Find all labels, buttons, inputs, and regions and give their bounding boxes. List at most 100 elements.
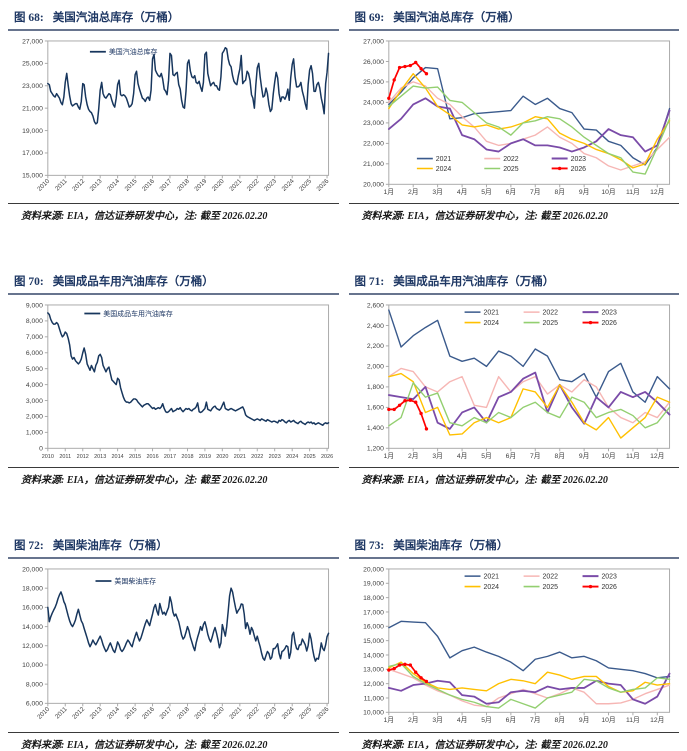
svg-text:3月: 3月	[432, 716, 443, 724]
figure-71-chart-area: 1,200 1,400 1,600 1,800 2,000 2,200 2,400 2,600…	[349, 295, 680, 466]
svg-text:7月: 7月	[529, 452, 540, 460]
svg-text:8月: 8月	[554, 188, 565, 196]
svg-text:9月: 9月	[578, 716, 589, 724]
svg-text:17,000: 17,000	[22, 150, 43, 157]
svg-text:5月: 5月	[481, 716, 492, 724]
svg-text:2月: 2月	[407, 188, 418, 196]
figure-68-title: 美国汽油总库存（万桶）	[52, 12, 180, 24]
svg-text:9,000: 9,000	[26, 302, 43, 309]
svg-text:6月: 6月	[505, 452, 516, 460]
svg-text:2016: 2016	[141, 706, 156, 721]
svg-text:2026: 2026	[321, 454, 333, 460]
diesel-inventory-seasonal-chart: 10,000 11,000 12,000 13,000 14,000 15,000 16,0…	[363, 567, 670, 724]
svg-text:4月: 4月	[456, 452, 467, 460]
svg-text:16,000: 16,000	[22, 605, 43, 612]
svg-text:25,000: 25,000	[22, 61, 43, 68]
svg-text:11月: 11月	[626, 188, 640, 196]
svg-text:2010: 2010	[42, 454, 54, 460]
svg-text:2026: 2026	[570, 166, 586, 173]
svg-text:8,000: 8,000	[26, 682, 43, 689]
svg-text:1,000: 1,000	[26, 430, 43, 437]
svg-text:12月: 12月	[650, 716, 664, 724]
svg-text:2012: 2012	[71, 706, 86, 721]
svg-text:13,000: 13,000	[363, 667, 384, 674]
svg-text:2023: 2023	[269, 454, 281, 460]
svg-text:27,000: 27,000	[363, 38, 384, 45]
figure-70-chart-area: 0 1,000 2,000 3,000 4,000 5,000 6,000 7,000 8,00…	[8, 295, 339, 466]
svg-text:26,000: 26,000	[363, 59, 384, 66]
svg-text:2020: 2020	[211, 706, 226, 721]
svg-text:1月: 1月	[383, 716, 394, 724]
figure-68-number: 图 68:	[14, 12, 44, 24]
figure-71-number: 图 71:	[354, 276, 385, 289]
svg-text:2023: 2023	[570, 156, 586, 163]
svg-text:2014: 2014	[112, 454, 124, 460]
svg-text:2026: 2026	[601, 584, 617, 591]
figure-68-header: 图 68: 美国汽油总库存（万桶）	[8, 8, 339, 31]
svg-text:2020: 2020	[216, 454, 228, 460]
svg-text:2026: 2026	[315, 177, 330, 192]
svg-text:16,000: 16,000	[363, 624, 384, 631]
svg-text:17,000: 17,000	[363, 610, 384, 617]
svg-text:9月: 9月	[578, 452, 589, 460]
svg-text:2018: 2018	[181, 454, 193, 460]
svg-text:2024: 2024	[483, 584, 499, 591]
figure-73-header: 图 73: 美国柴油库存（万桶）	[348, 536, 679, 560]
figure-72-source-note: 资料来源: EIA，信达证券研发中心，注: 截至 2026.02.20	[8, 731, 339, 751]
svg-text:2021: 2021	[483, 310, 499, 317]
svg-text:5月: 5月	[481, 452, 492, 460]
svg-text:2022: 2022	[542, 310, 558, 317]
figure-69-title: 美国汽油总库存（万桶）	[393, 12, 520, 24]
svg-text:1,400: 1,400	[366, 425, 383, 432]
figure-68-chart-area: 15,000 17,000 19,000 21,000 23,000 25,000 27,0…	[8, 31, 339, 202]
figure-70-header: 图 70: 美国成品车用汽油库存（万桶）	[8, 272, 339, 296]
finished-motor-gasoline-inventory-line-chart: 0 1,000 2,000 3,000 4,000 5,000 6,000 7,000 8,00…	[26, 302, 333, 460]
svg-text:2024: 2024	[483, 320, 499, 327]
figure-73-title: 美国柴油库存（万桶）	[393, 540, 509, 553]
svg-text:2012: 2012	[77, 454, 89, 460]
svg-text:20,000: 20,000	[22, 567, 43, 574]
svg-text:12,000: 12,000	[363, 681, 384, 688]
svg-text:2023: 2023	[263, 706, 278, 721]
figure-69-number: 图 69:	[354, 12, 385, 24]
svg-text:2021: 2021	[435, 156, 451, 163]
svg-text:2017: 2017	[158, 706, 173, 721]
svg-text:8,000: 8,000	[26, 318, 43, 325]
svg-text:1,600: 1,600	[366, 405, 383, 412]
svg-text:21,000: 21,000	[22, 105, 43, 112]
svg-text:2010: 2010	[36, 177, 51, 192]
svg-text:2024: 2024	[286, 454, 298, 460]
figure-69: 图 69: 美国汽油总库存（万桶） 20,000 21,000 22,000 23,0…	[348, 8, 679, 222]
figure-73-chart-area: 10,000 11,000 12,000 13,000 14,000 15,000 16,0…	[349, 559, 680, 730]
svg-text:12月: 12月	[650, 188, 664, 196]
svg-text:18,000: 18,000	[363, 595, 384, 602]
svg-text:2025: 2025	[298, 706, 313, 721]
svg-text:2022: 2022	[542, 574, 558, 581]
svg-text:15,000: 15,000	[363, 638, 384, 645]
svg-text:2012: 2012	[71, 177, 86, 192]
svg-text:10,000: 10,000	[22, 663, 43, 670]
svg-text:2011: 2011	[54, 706, 69, 721]
figure-69-source-note: 资料来源: EIA，信达证券研发中心，注: 截至 2026.02.20	[348, 203, 679, 222]
svg-text:2,600: 2,600	[366, 302, 383, 309]
svg-text:2025: 2025	[542, 320, 558, 327]
svg-text:2022: 2022	[503, 156, 519, 163]
svg-text:11,000: 11,000	[363, 696, 383, 703]
svg-text:3月: 3月	[432, 188, 443, 196]
figure-71-header: 图 71: 美国成品车用汽油库存（万桶）	[348, 272, 679, 296]
svg-text:6月: 6月	[505, 716, 516, 724]
svg-text:27,000: 27,000	[22, 38, 43, 45]
svg-text:14,000: 14,000	[363, 653, 384, 660]
svg-text:3,000: 3,000	[26, 398, 43, 405]
svg-text:23,000: 23,000	[22, 83, 43, 90]
svg-text:2019: 2019	[193, 706, 208, 721]
figure-73-number: 图 73:	[354, 540, 385, 553]
svg-text:2017: 2017	[158, 177, 173, 192]
svg-text:2018: 2018	[176, 177, 191, 192]
svg-text:2025: 2025	[503, 166, 519, 173]
svg-text:7月: 7月	[529, 716, 540, 724]
svg-text:2018: 2018	[176, 706, 191, 721]
svg-text:2023: 2023	[263, 177, 278, 192]
svg-text:2017: 2017	[164, 454, 176, 460]
svg-text:2014: 2014	[106, 706, 121, 721]
